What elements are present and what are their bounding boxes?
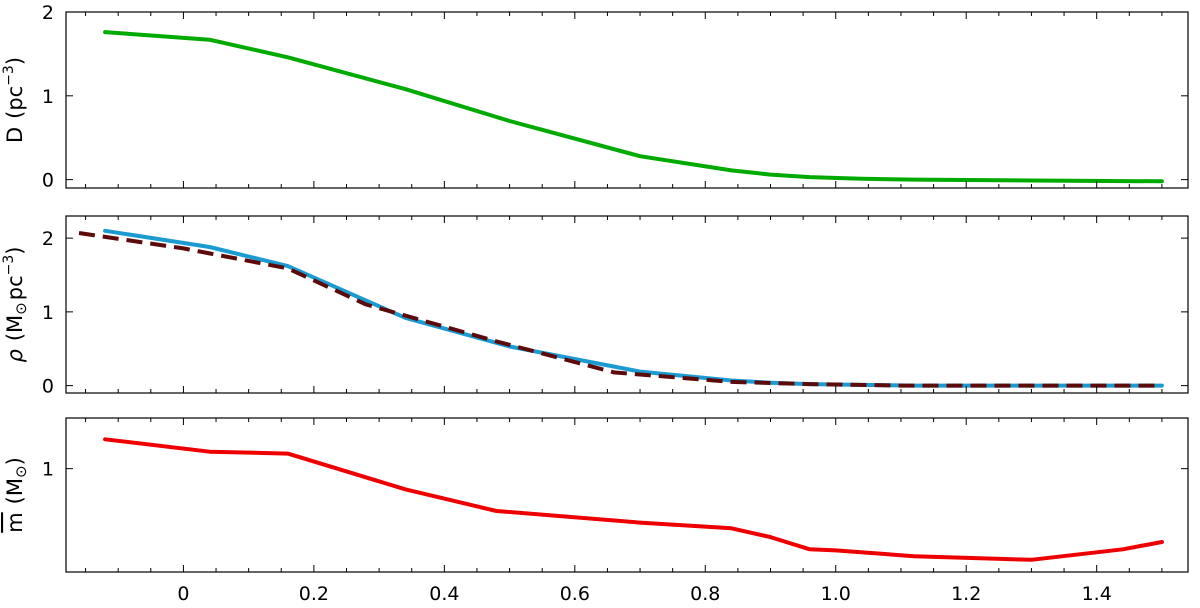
y-tick-label: 2 [42,228,54,250]
y-axis-label-quantity: D [3,127,27,143]
y-axis-label-unit-pc: pc [3,275,27,300]
y-axis-label-exponent: −3 [1,255,17,276]
series-line-1-0 [103,228,1164,388]
plot-frame [65,11,1189,189]
y-tick-label: 0 [42,376,54,398]
y-axis-label-sun-symbol: ⊙ [12,302,30,315]
y-tick-label: 2 [42,2,54,24]
x-tick-label: 0.8 [690,583,720,605]
y-tick-label: 0 [42,170,54,192]
plot-frame [65,417,1189,573]
panel-density-d: 0 1 2 D (pc−3) [1,2,1189,192]
y-axis-label-close: ) [3,247,27,255]
y-axis-label-unit: (pc [3,86,27,119]
x-tick-label: 1.0 [821,583,851,605]
x-tick-label: 1.2 [951,583,981,605]
y-axis-label: ρ (M⊙ pc−3) [1,247,30,363]
x-tick-label: 0.4 [429,583,459,605]
x-tick-label: 0.2 [299,583,329,605]
panel-mean-mass: 1 m (M⊙) 0 0.2 0.4 0.6 0.8 1.0 1.2 1.4 [3,417,1189,605]
y-axis-label-quantity: m [3,512,27,532]
series-line-1-1 [78,231,1162,388]
x-tick-label: 0.6 [560,583,590,605]
y-tick-label: 1 [42,459,54,481]
plot-frame [65,215,1189,394]
y-tick-label: 1 [42,86,54,108]
y-axis-label-quantity: ρ [3,348,27,362]
y-axis-label: D (pc−3) [1,57,27,143]
y-axis-label: m (M⊙) [3,457,30,533]
y-tick-label: 1 [42,302,54,324]
series-line-2-0 [103,437,1164,562]
y-axis-label-unit: (M [3,315,27,341]
y-axis-label-sun-symbol: ⊙ [12,465,30,478]
series-line-0-0 [103,30,1164,184]
y-axis-label-unit: (M [3,478,27,504]
panel-mass-density: 0 1 2 ρ (M⊙ pc−3) [1,215,1189,398]
x-tick-label: 0 [177,583,189,605]
y-axis-label-close: ) [3,57,27,65]
y-axis-label-close: ) [3,457,27,465]
x-tick-label: 1.4 [1082,583,1112,605]
y-axis-label-exponent: −3 [1,65,17,86]
